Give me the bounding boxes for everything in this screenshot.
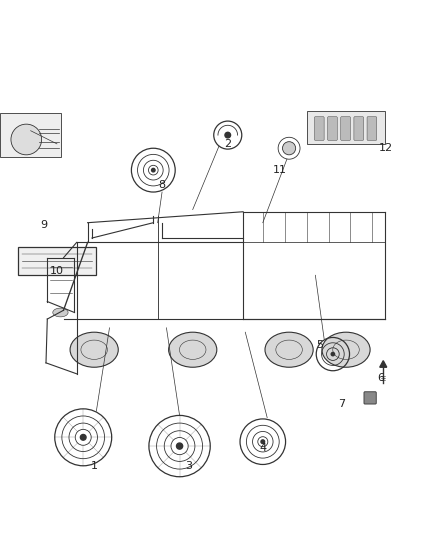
Text: 11: 11 bbox=[273, 165, 287, 175]
Text: 5: 5 bbox=[316, 341, 323, 350]
Text: 3: 3 bbox=[185, 461, 192, 471]
Circle shape bbox=[283, 142, 296, 155]
Text: 8: 8 bbox=[159, 181, 166, 190]
Ellipse shape bbox=[322, 332, 370, 367]
FancyBboxPatch shape bbox=[18, 247, 96, 275]
Ellipse shape bbox=[169, 332, 217, 367]
Ellipse shape bbox=[70, 332, 118, 367]
Ellipse shape bbox=[265, 332, 313, 367]
Text: 10: 10 bbox=[50, 266, 64, 276]
Text: 4: 4 bbox=[259, 443, 266, 453]
Text: 2: 2 bbox=[224, 139, 231, 149]
Text: 6: 6 bbox=[378, 373, 385, 383]
Circle shape bbox=[81, 434, 86, 440]
Circle shape bbox=[177, 443, 183, 449]
FancyBboxPatch shape bbox=[328, 117, 337, 140]
Text: 12: 12 bbox=[378, 143, 392, 154]
Circle shape bbox=[331, 352, 335, 356]
Text: 7: 7 bbox=[338, 399, 345, 409]
FancyBboxPatch shape bbox=[307, 111, 385, 144]
Circle shape bbox=[225, 132, 230, 138]
Text: 9: 9 bbox=[40, 220, 47, 230]
FancyBboxPatch shape bbox=[367, 117, 377, 140]
Circle shape bbox=[261, 440, 265, 443]
FancyBboxPatch shape bbox=[341, 117, 350, 140]
Polygon shape bbox=[380, 361, 387, 367]
FancyBboxPatch shape bbox=[364, 392, 376, 404]
FancyBboxPatch shape bbox=[354, 117, 364, 140]
Text: 1: 1 bbox=[91, 461, 98, 471]
Circle shape bbox=[152, 168, 155, 172]
Ellipse shape bbox=[53, 308, 68, 317]
FancyBboxPatch shape bbox=[314, 117, 324, 140]
Circle shape bbox=[11, 124, 42, 155]
FancyBboxPatch shape bbox=[0, 113, 61, 157]
